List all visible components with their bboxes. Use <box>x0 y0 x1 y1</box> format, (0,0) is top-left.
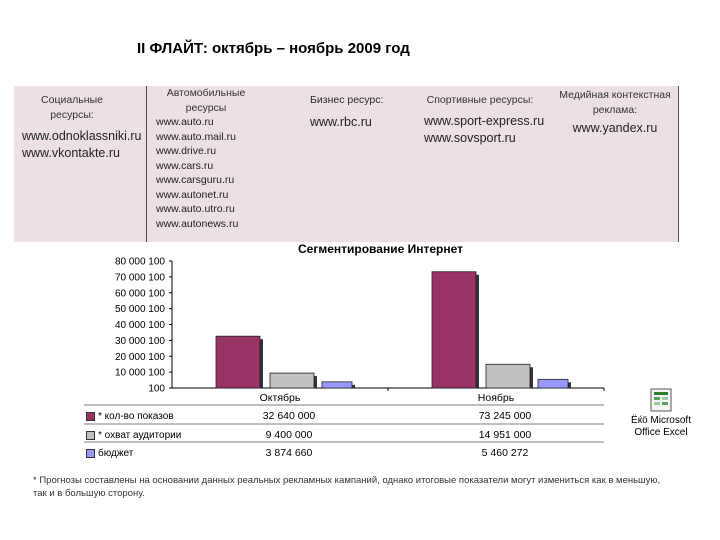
bar <box>321 381 353 389</box>
excel-caption: Ёќö Microsoft <box>631 415 691 426</box>
sport-link[interactable]: www.sovsport.ru <box>424 130 516 145</box>
business-header: Бизнес ресурс: <box>310 94 384 106</box>
context-header: Медийная контекстная реклама: <box>559 89 671 116</box>
data-label: 14 951 000 <box>478 429 532 441</box>
legend-label: бюджет <box>98 448 134 459</box>
auto-header: Автомобильные ресурсы <box>166 87 246 114</box>
data-label: 73 245 000 <box>478 410 532 422</box>
legend-entry: * охват аудитории <box>86 430 181 441</box>
context-resources: Медийная контекстная реклама: www.yandex… <box>554 88 676 137</box>
legend-swatch <box>86 449 95 458</box>
y-tick-label: 70 000 100 <box>115 272 165 283</box>
data-label: 5 460 272 <box>481 447 529 459</box>
data-label: 3 874 660 <box>265 447 313 459</box>
auto-link[interactable]: www.carsguru.ru <box>156 174 235 186</box>
social-link[interactable]: www.vkontakte.ru <box>22 146 120 160</box>
auto-link[interactable]: www.auto.mail.ru <box>156 130 236 143</box>
auto-link[interactable]: www.autonet.ru <box>156 188 229 201</box>
auto-link[interactable]: www.autonews.ru <box>156 217 239 230</box>
legend-swatch <box>86 431 95 440</box>
auto-link[interactable]: www.auto.ru <box>156 116 214 128</box>
sport-resources: Спортивные ресурсы: www.sport-express.ru… <box>424 93 554 147</box>
bar <box>431 271 477 389</box>
sport-header: Спортивные ресурсы: <box>426 94 534 106</box>
y-tick-label: 40 000 100 <box>115 320 165 331</box>
y-tick-label: 10 000 100 <box>115 368 165 379</box>
legend-swatch <box>86 412 95 421</box>
column-divider <box>678 86 679 242</box>
footnote: * Прогнозы составлены на основании данны… <box>33 475 661 499</box>
x-tick-label: Октябрь <box>260 392 301 404</box>
x-tick-label: Ноябрь <box>478 392 515 404</box>
auto-resources: Автомобильные ресурсы www.auto.ru www.au… <box>156 86 266 231</box>
column-divider <box>146 86 147 242</box>
y-tick-label: 60 000 100 <box>115 288 165 299</box>
social-link[interactable]: www.odnoklassniki.ru <box>22 129 142 143</box>
y-tick-label: 20 000 100 <box>115 352 165 363</box>
context-link[interactable]: www.yandex.ru <box>572 121 658 135</box>
legend-entry: бюджет <box>86 448 133 459</box>
y-tick-label: 80 000 100 <box>115 257 165 268</box>
legend-entry: * кол-во показов <box>86 411 174 422</box>
excel-caption: Office Excel <box>634 427 688 438</box>
sport-link[interactable]: www.sport-express.ru <box>424 113 545 128</box>
excel-icon <box>650 388 672 412</box>
auto-link[interactable]: www.drive.ru <box>156 145 217 157</box>
business-link[interactable]: www.rbc.ru <box>310 114 372 129</box>
legend-label: * кол-во показов <box>98 411 174 422</box>
auto-link[interactable]: www.cars.ru <box>156 159 214 172</box>
chart-title: Сегментирование Интернет <box>298 242 463 256</box>
legend-label: * охват аудитории <box>98 430 182 441</box>
data-label: 32 640 000 <box>262 410 316 422</box>
y-tick-label: 100 <box>148 384 165 395</box>
bar <box>269 372 315 389</box>
page-title: II ФЛАЙТ: октябрь – ноябрь 2009 год <box>137 40 410 57</box>
social-header: Социальные ресурсы: <box>41 94 103 121</box>
data-label: 9 400 000 <box>265 429 313 441</box>
y-tick-label: 50 000 100 <box>115 304 165 315</box>
bar <box>537 378 569 389</box>
excel-object[interactable]: Ёќö Microsoft Office Excel <box>618 388 704 439</box>
auto-link[interactable]: www.auto.utro.ru <box>156 203 235 215</box>
business-resources: Бизнес ресурс: www.rbc.ru <box>310 93 410 131</box>
social-resources: Социальные ресурсы: www.odnoklassniki.ru… <box>22 93 142 162</box>
resources-band <box>14 86 678 242</box>
y-tick-label: 30 000 100 <box>115 336 165 347</box>
bar <box>485 363 531 389</box>
bar <box>215 335 261 389</box>
